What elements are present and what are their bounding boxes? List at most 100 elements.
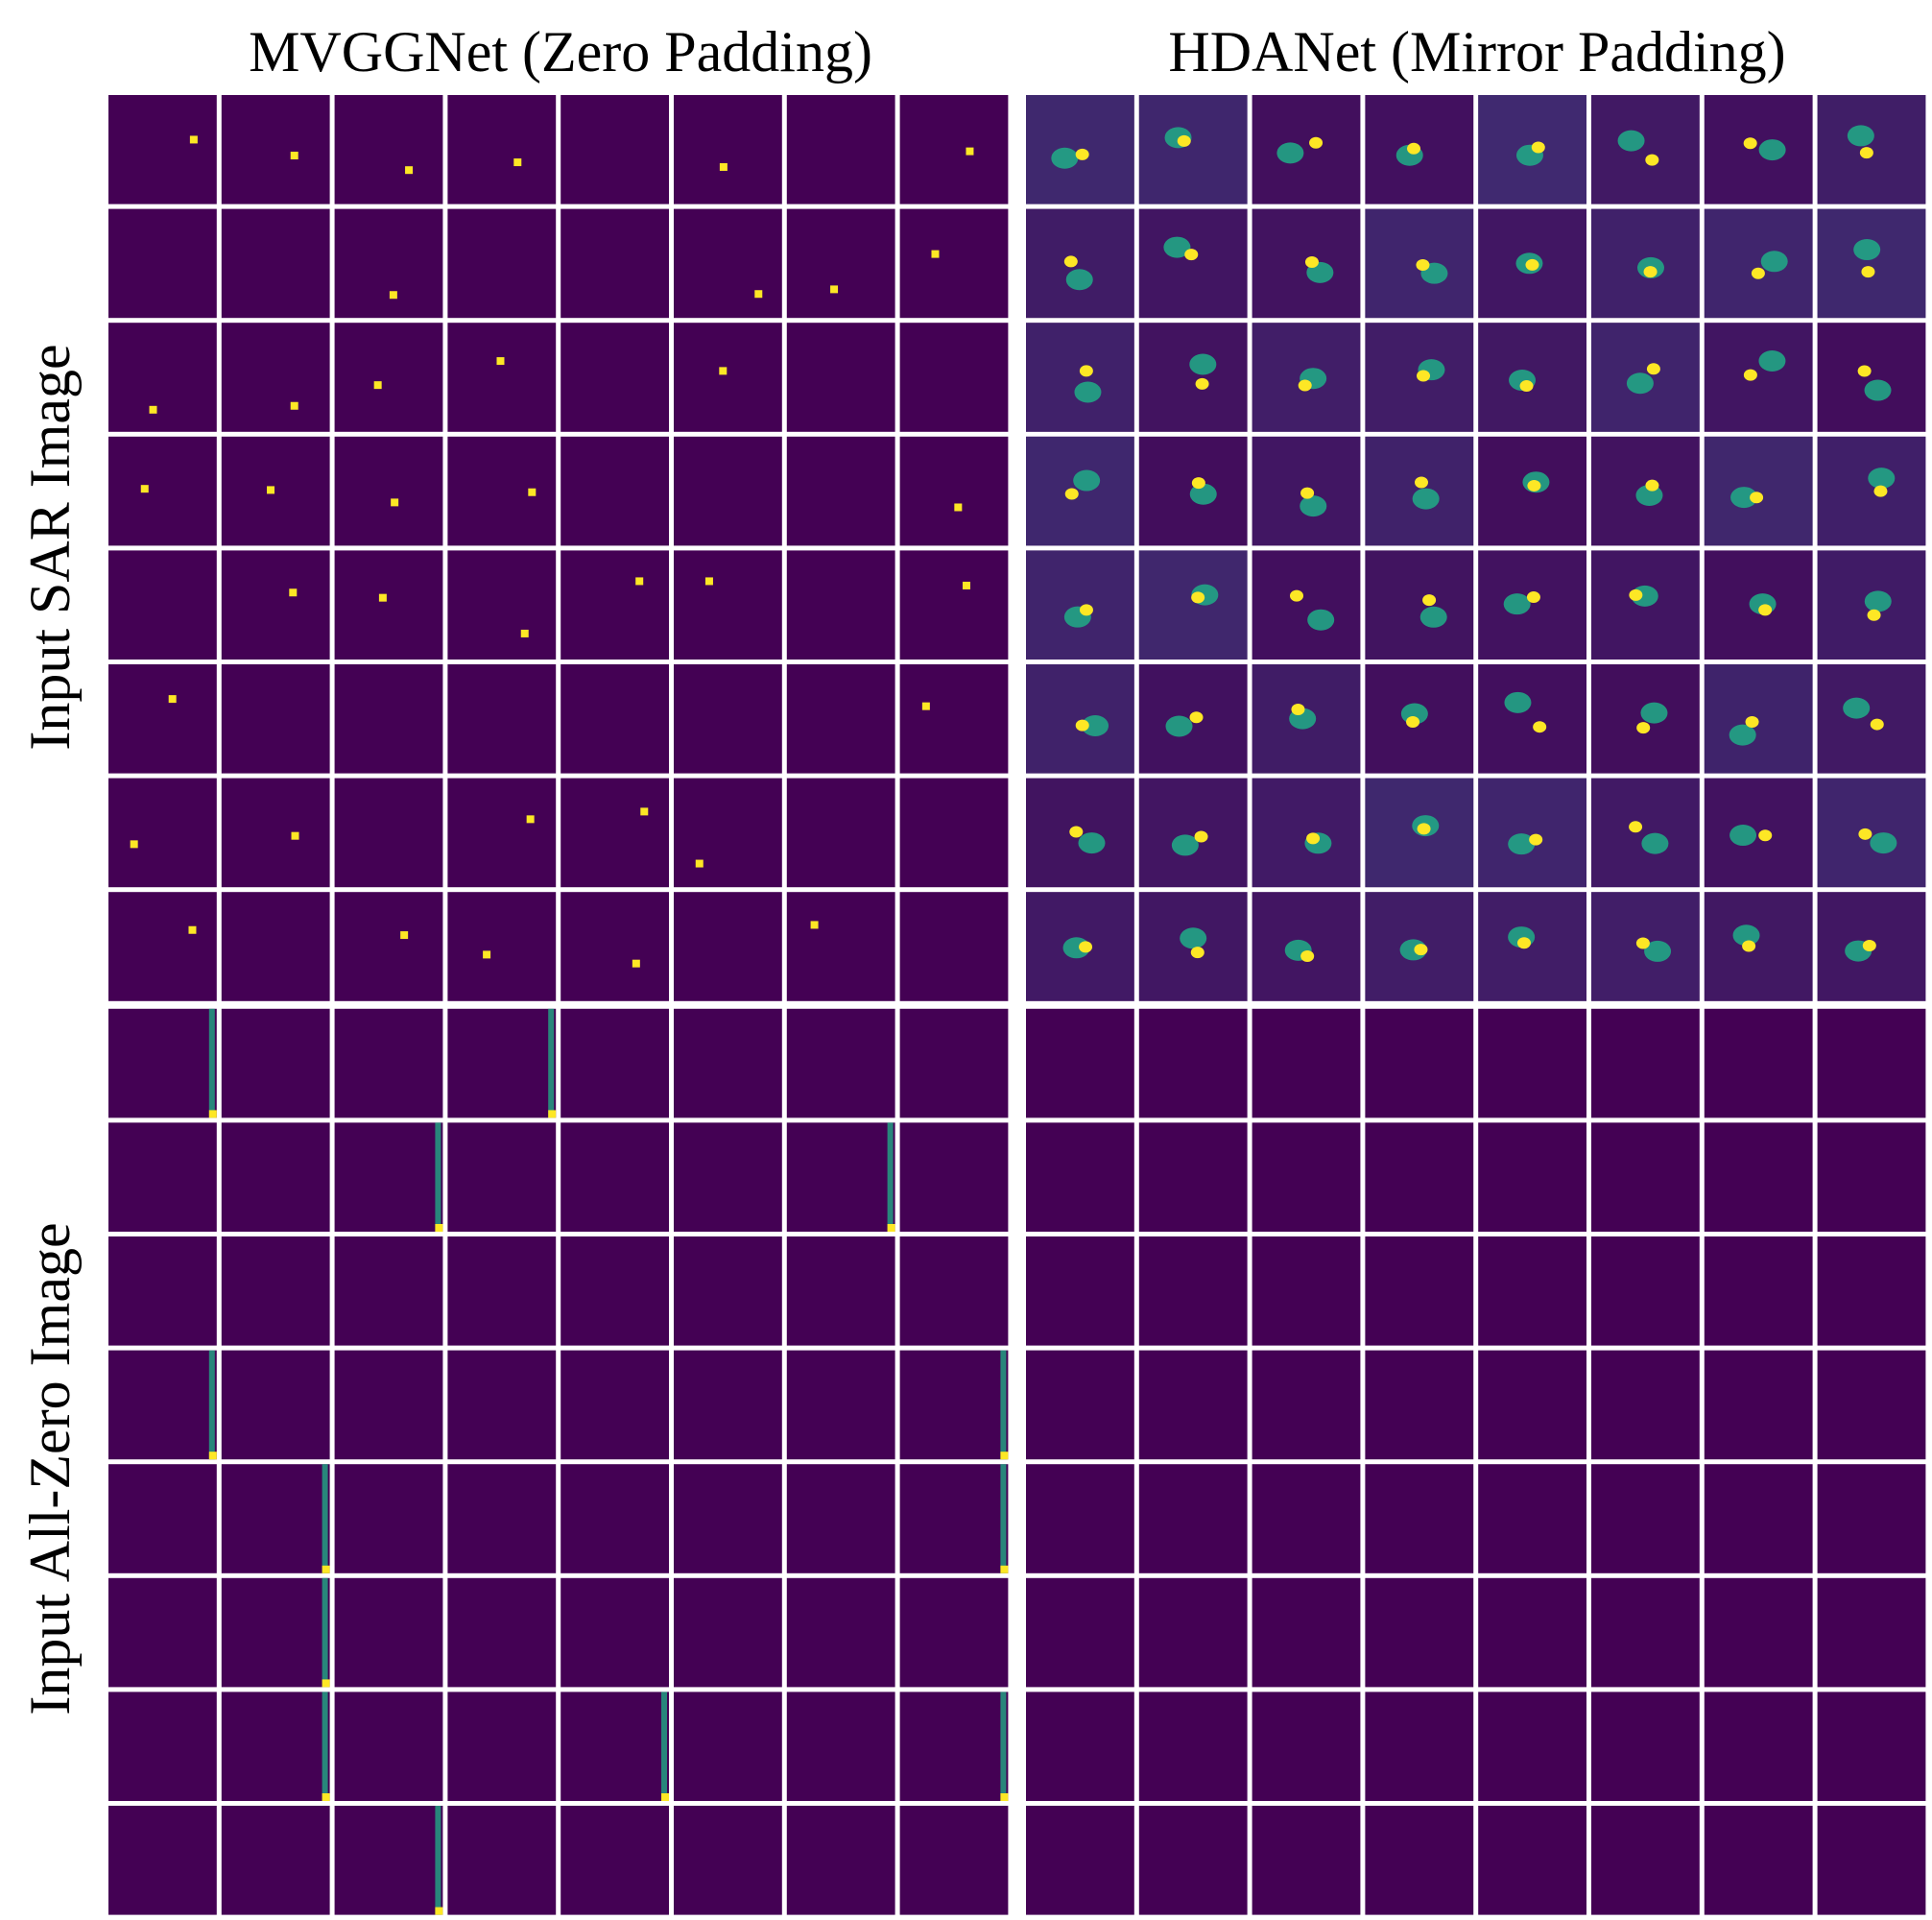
feature-tile xyxy=(674,778,782,888)
tile-texture xyxy=(1138,208,1248,319)
activation xyxy=(1079,604,1093,616)
feature-tile xyxy=(447,95,557,204)
activation xyxy=(1864,590,1892,612)
feature-tile xyxy=(1817,436,1926,546)
feature-tile xyxy=(1252,1350,1361,1460)
feature-tile xyxy=(1365,550,1474,660)
activation xyxy=(1177,134,1191,147)
feature-tile xyxy=(899,664,1009,774)
feature-tile xyxy=(1478,664,1586,774)
feature-tile xyxy=(221,1008,330,1118)
feature-tile xyxy=(447,1577,557,1688)
activation xyxy=(130,840,138,849)
feature-tile xyxy=(1026,208,1134,319)
tile-texture xyxy=(1817,323,1926,432)
feature-tile xyxy=(1817,1008,1926,1118)
activation xyxy=(830,285,839,294)
activation xyxy=(1415,476,1429,489)
feature-tile xyxy=(1252,1692,1361,1801)
edge-activation xyxy=(322,1793,330,1801)
feature-tile xyxy=(674,550,782,660)
edge-activation xyxy=(1000,1692,1007,1801)
feature-tile xyxy=(1138,323,1248,432)
activation xyxy=(1635,937,1650,949)
feature-tile xyxy=(786,892,895,1001)
activation xyxy=(528,488,537,496)
row-label: Input All-Zero Image xyxy=(18,1222,82,1715)
feature-tile xyxy=(1704,1236,1813,1346)
feature-tile xyxy=(786,1350,895,1460)
activation xyxy=(1073,469,1101,492)
activation xyxy=(189,135,198,144)
activation xyxy=(1858,828,1872,840)
activation xyxy=(1617,130,1645,152)
feature-tile xyxy=(1138,1236,1248,1346)
feature-tile xyxy=(786,323,895,432)
feature-tile xyxy=(1591,1008,1700,1118)
feature-tile xyxy=(786,778,895,888)
edge-activation xyxy=(322,1577,328,1688)
activation xyxy=(1870,718,1884,731)
tile-texture xyxy=(1138,323,1248,432)
feature-tile xyxy=(221,1350,330,1460)
feature-tile xyxy=(1252,1122,1361,1232)
edge-activation xyxy=(548,1008,555,1118)
feature-tile xyxy=(108,323,217,432)
feature-tile xyxy=(1252,1008,1361,1118)
activation xyxy=(1519,380,1534,393)
feature-tile xyxy=(447,1008,557,1118)
activation xyxy=(1729,724,1756,746)
feature-tile xyxy=(1365,1577,1474,1688)
edge-activation xyxy=(208,1350,215,1460)
activation xyxy=(1529,833,1543,846)
feature-tile xyxy=(674,1122,782,1232)
activation xyxy=(373,381,382,390)
feature-tile xyxy=(221,778,330,888)
activation xyxy=(526,815,535,824)
feature-tile xyxy=(561,208,669,319)
feature-tile xyxy=(1478,1008,1586,1118)
activation xyxy=(400,931,409,940)
activation xyxy=(1307,609,1335,631)
activation xyxy=(1742,940,1756,952)
feature-tile xyxy=(1817,208,1926,319)
feature-tile xyxy=(108,1008,217,1118)
column-title: HDANet (Mirror Padding) xyxy=(1168,20,1785,84)
feature-tile xyxy=(1704,1464,1813,1573)
feature-tile xyxy=(1026,323,1134,432)
activation xyxy=(1864,379,1892,401)
edge-activation xyxy=(435,1122,441,1232)
feature-tile xyxy=(108,1692,217,1801)
activation xyxy=(149,405,157,414)
feature-tile xyxy=(561,95,669,204)
activation xyxy=(188,925,197,934)
activation xyxy=(1867,609,1881,621)
activation xyxy=(810,921,819,929)
feature-tile xyxy=(221,436,330,546)
activation xyxy=(1309,136,1324,149)
edge-activation xyxy=(322,1565,330,1573)
feature-tile xyxy=(1817,1350,1926,1460)
feature-tile xyxy=(1591,1350,1700,1460)
activation xyxy=(1626,372,1654,395)
feature-tile xyxy=(561,1577,669,1688)
activation xyxy=(290,401,298,410)
activation xyxy=(1406,715,1420,728)
feature-tile xyxy=(1026,1806,1134,1915)
activation xyxy=(1503,593,1531,615)
edge-activation xyxy=(322,1464,328,1573)
feature-tile xyxy=(674,1692,782,1801)
edge-activation xyxy=(887,1224,895,1232)
activation xyxy=(632,959,640,968)
tile-texture xyxy=(1252,95,1361,204)
feature-tile xyxy=(1252,1464,1361,1573)
feature-tile xyxy=(221,1806,330,1915)
feature-tile xyxy=(786,1806,895,1915)
activation xyxy=(140,485,149,493)
activation xyxy=(1870,832,1897,854)
feature-tile xyxy=(1138,1464,1248,1573)
feature-tile xyxy=(334,1350,443,1460)
tile-texture xyxy=(1704,208,1813,319)
feature-tile xyxy=(1365,1350,1474,1460)
activation xyxy=(1075,148,1089,160)
